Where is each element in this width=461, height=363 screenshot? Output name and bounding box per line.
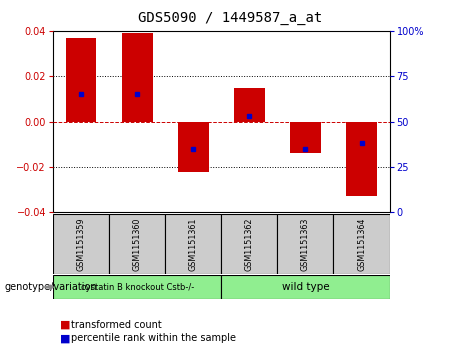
Bar [178, 122, 209, 171]
Bar [109, 214, 165, 274]
Bar [122, 33, 153, 122]
Text: GDS5090 / 1449587_a_at: GDS5090 / 1449587_a_at [138, 11, 323, 25]
Text: wild type: wild type [282, 282, 329, 292]
Bar [234, 87, 265, 122]
Bar [290, 122, 321, 153]
Text: transformed count: transformed count [71, 320, 162, 330]
Bar [53, 275, 221, 299]
Text: ■: ■ [60, 320, 71, 330]
Text: GSM1151361: GSM1151361 [189, 217, 198, 271]
Bar [333, 214, 390, 274]
Text: percentile rank within the sample: percentile rank within the sample [71, 333, 236, 343]
Bar [165, 214, 221, 274]
Text: GSM1151364: GSM1151364 [357, 217, 366, 271]
Text: GSM1151362: GSM1151362 [245, 217, 254, 271]
Text: GSM1151363: GSM1151363 [301, 217, 310, 271]
Text: genotype/variation: genotype/variation [5, 282, 97, 292]
Bar [221, 214, 278, 274]
Bar [65, 38, 96, 122]
Bar [221, 275, 390, 299]
Text: cystatin B knockout Cstb-/-: cystatin B knockout Cstb-/- [81, 283, 194, 291]
Text: GSM1151359: GSM1151359 [77, 217, 86, 271]
Bar [346, 122, 377, 196]
Bar [278, 214, 333, 274]
Bar [53, 214, 109, 274]
Text: GSM1151360: GSM1151360 [133, 217, 142, 271]
Text: ■: ■ [60, 333, 71, 343]
